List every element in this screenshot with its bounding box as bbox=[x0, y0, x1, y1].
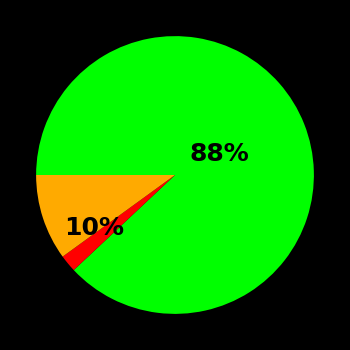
Wedge shape bbox=[36, 36, 314, 314]
Text: 88%: 88% bbox=[190, 142, 249, 166]
Wedge shape bbox=[63, 175, 175, 270]
Text: 10%: 10% bbox=[64, 216, 125, 240]
Wedge shape bbox=[36, 175, 175, 257]
